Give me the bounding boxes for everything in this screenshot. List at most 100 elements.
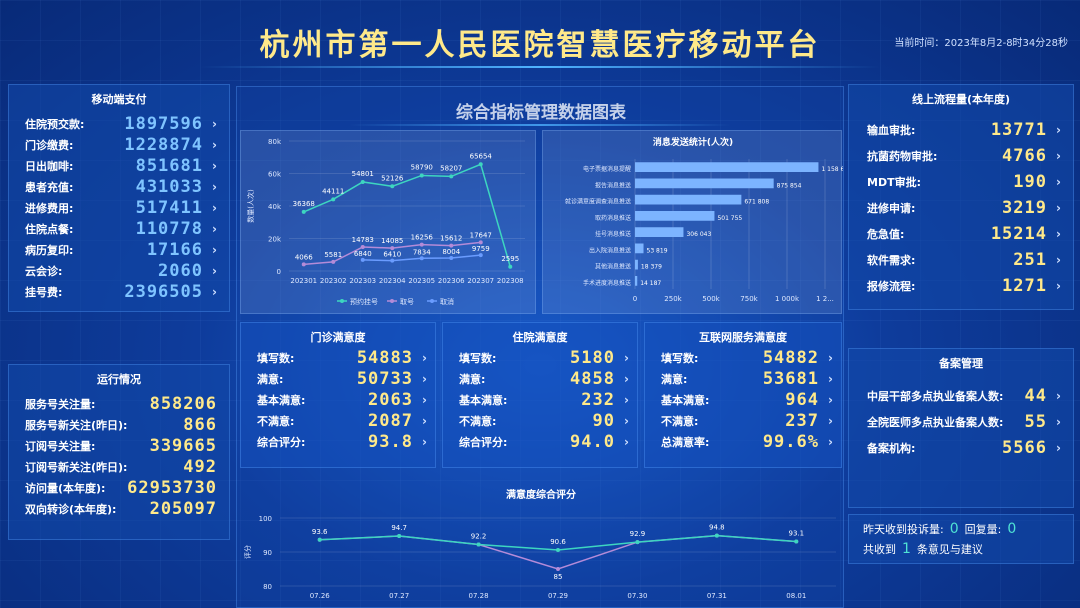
chevron-right-icon[interactable]: ›: [624, 371, 629, 386]
bar: [635, 243, 644, 254]
bar: [635, 211, 715, 221]
list-item[interactable]: 备案机构: 5566 ›: [867, 438, 1061, 458]
list-item[interactable]: 综合评分: 93.8 ›: [257, 431, 427, 452]
bar: [635, 276, 638, 286]
list-item[interactable]: 不满意: 2087 ›: [257, 410, 427, 431]
data-point: [360, 179, 365, 184]
data-label: 53 819: [647, 247, 668, 254]
chevron-right-icon[interactable]: ›: [212, 263, 217, 278]
list-item[interactable]: 全院医师多点执业备案人数: 55 ›: [867, 412, 1061, 432]
chevron-right-icon[interactable]: ›: [1056, 201, 1061, 215]
panel-title: 运行情况: [97, 373, 141, 386]
bar: [635, 194, 742, 205]
y-axis-label: 评分: [243, 545, 252, 559]
list-item[interactable]: 软件需求: 251 ›: [867, 250, 1061, 270]
list-item[interactable]: 不满意: 90 ›: [459, 410, 629, 431]
chevron-right-icon[interactable]: ›: [422, 371, 427, 386]
chevron-right-icon[interactable]: ›: [422, 413, 427, 428]
chevron-right-icon[interactable]: ›: [1056, 389, 1061, 403]
list-item[interactable]: 基本满意: 964 ›: [661, 389, 833, 410]
chevron-right-icon[interactable]: ›: [1056, 253, 1061, 267]
chevron-right-icon[interactable]: ›: [212, 221, 217, 236]
list-item[interactable]: 基本满意: 2063 ›: [257, 389, 427, 410]
y-tick-label: 80k: [268, 138, 282, 146]
chevron-right-icon[interactable]: ›: [212, 179, 217, 194]
data-label: 94.7: [391, 524, 407, 532]
series-line-0: [303, 163, 511, 267]
chevron-right-icon[interactable]: ›: [212, 116, 217, 131]
data-label: 90.6: [550, 538, 566, 546]
list-item[interactable]: 日出咖啡: 851681 ›: [25, 155, 217, 176]
chevron-right-icon[interactable]: ›: [1056, 415, 1061, 429]
legend-marker: [390, 299, 394, 303]
list-item[interactable]: 抗菌药物审批: 4766 ›: [867, 146, 1061, 166]
list-item[interactable]: 填写数: 5180 ›: [459, 347, 629, 368]
data-point: [714, 533, 719, 538]
list-item[interactable]: 患者充值: 431033 ›: [25, 176, 217, 197]
chevron-right-icon[interactable]: ›: [624, 434, 629, 449]
filing-panel: 备案管理 中层干部多点执业备案人数: 44 › 全院医师多点执业备案人数: 55 › 备…: [848, 348, 1074, 508]
chevron-right-icon[interactable]: ›: [1056, 175, 1061, 189]
list-item[interactable]: 基本满意: 232 ›: [459, 389, 629, 410]
list-item[interactable]: 进修费用: 517411 ›: [25, 197, 217, 218]
list-item[interactable]: 订阅号关注量: 339665: [25, 435, 217, 456]
list-item[interactable]: 住院预交款: 1897596 ›: [25, 113, 217, 134]
data-label: 58790: [411, 163, 433, 171]
data-point: [635, 540, 640, 545]
list-item[interactable]: 住院点餐: 110778 ›: [25, 218, 217, 239]
x-tick-label: 0: [633, 295, 637, 303]
list-item[interactable]: 病历复印: 17166 ›: [25, 239, 217, 260]
chevron-right-icon[interactable]: ›: [422, 392, 427, 407]
list-item[interactable]: 中层干部多点执业备案人数: 44 ›: [867, 386, 1061, 406]
data-label: 5581: [324, 251, 342, 259]
list-item[interactable]: 满意: 53681 ›: [661, 368, 833, 389]
list-item[interactable]: 危急值: 15214 ›: [867, 224, 1061, 244]
list-item[interactable]: 填写数: 54882 ›: [661, 347, 833, 368]
chevron-right-icon[interactable]: ›: [828, 350, 833, 365]
list-item[interactable]: 云会诊: 2060 ›: [25, 260, 217, 281]
list-item[interactable]: 进修申请: 3219 ›: [867, 198, 1061, 218]
chevron-right-icon[interactable]: ›: [212, 284, 217, 299]
list-item[interactable]: 不满意: 237 ›: [661, 410, 833, 431]
chevron-right-icon[interactable]: ›: [212, 200, 217, 215]
chevron-right-icon[interactable]: ›: [1056, 279, 1061, 293]
list-item[interactable]: 输血审批: 13771 ›: [867, 120, 1061, 140]
list-item[interactable]: 服务号关注量: 858206: [25, 393, 217, 414]
list-item[interactable]: 双向转诊(本年度): 205097: [25, 498, 217, 519]
list-item[interactable]: 总满意率: 99.6% ›: [661, 431, 833, 452]
chevron-right-icon[interactable]: ›: [212, 137, 217, 152]
chevron-right-icon[interactable]: ›: [422, 434, 427, 449]
chevron-right-icon[interactable]: ›: [212, 158, 217, 173]
chevron-right-icon[interactable]: ›: [1056, 441, 1061, 455]
list-item[interactable]: 访问量(本年度): 62953730: [25, 477, 217, 498]
data-point: [508, 264, 513, 269]
data-label: 6410: [383, 251, 401, 259]
list-item[interactable]: 填写数: 54883 ›: [257, 347, 427, 368]
chevron-right-icon[interactable]: ›: [212, 242, 217, 257]
chevron-right-icon[interactable]: ›: [624, 350, 629, 365]
chevron-right-icon[interactable]: ›: [1056, 149, 1061, 163]
list-item[interactable]: 报修流程: 1271 ›: [867, 276, 1061, 296]
chevron-right-icon[interactable]: ›: [828, 434, 833, 449]
list-item[interactable]: 服务号新关注(昨日): 866: [25, 414, 217, 435]
data-point: [476, 542, 481, 547]
chevron-right-icon[interactable]: ›: [1056, 123, 1061, 137]
chevron-right-icon[interactable]: ›: [422, 350, 427, 365]
chevron-right-icon[interactable]: ›: [624, 413, 629, 428]
chevron-right-icon[interactable]: ›: [828, 413, 833, 428]
list-item[interactable]: 订阅号新关注(昨日): 492: [25, 456, 217, 477]
legend-label: 取消: [440, 297, 454, 306]
list-item[interactable]: 综合评分: 94.0 ›: [459, 431, 629, 452]
chevron-right-icon[interactable]: ›: [828, 392, 833, 407]
list-item[interactable]: 满意: 4858 ›: [459, 368, 629, 389]
list-item[interactable]: 满意: 50733 ›: [257, 368, 427, 389]
chevron-right-icon[interactable]: ›: [1056, 227, 1061, 241]
list-item[interactable]: MDT审批: 190 ›: [867, 172, 1061, 192]
chevron-right-icon[interactable]: ›: [828, 371, 833, 386]
list-item[interactable]: 门诊缴费: 1228874 ›: [25, 134, 217, 155]
list-item[interactable]: 挂号费: 2396505 ›: [25, 281, 217, 302]
data-label: 17647: [470, 231, 492, 239]
data-label: 501 755: [717, 215, 742, 222]
data-label: 93.1: [788, 529, 804, 537]
chevron-right-icon[interactable]: ›: [624, 392, 629, 407]
